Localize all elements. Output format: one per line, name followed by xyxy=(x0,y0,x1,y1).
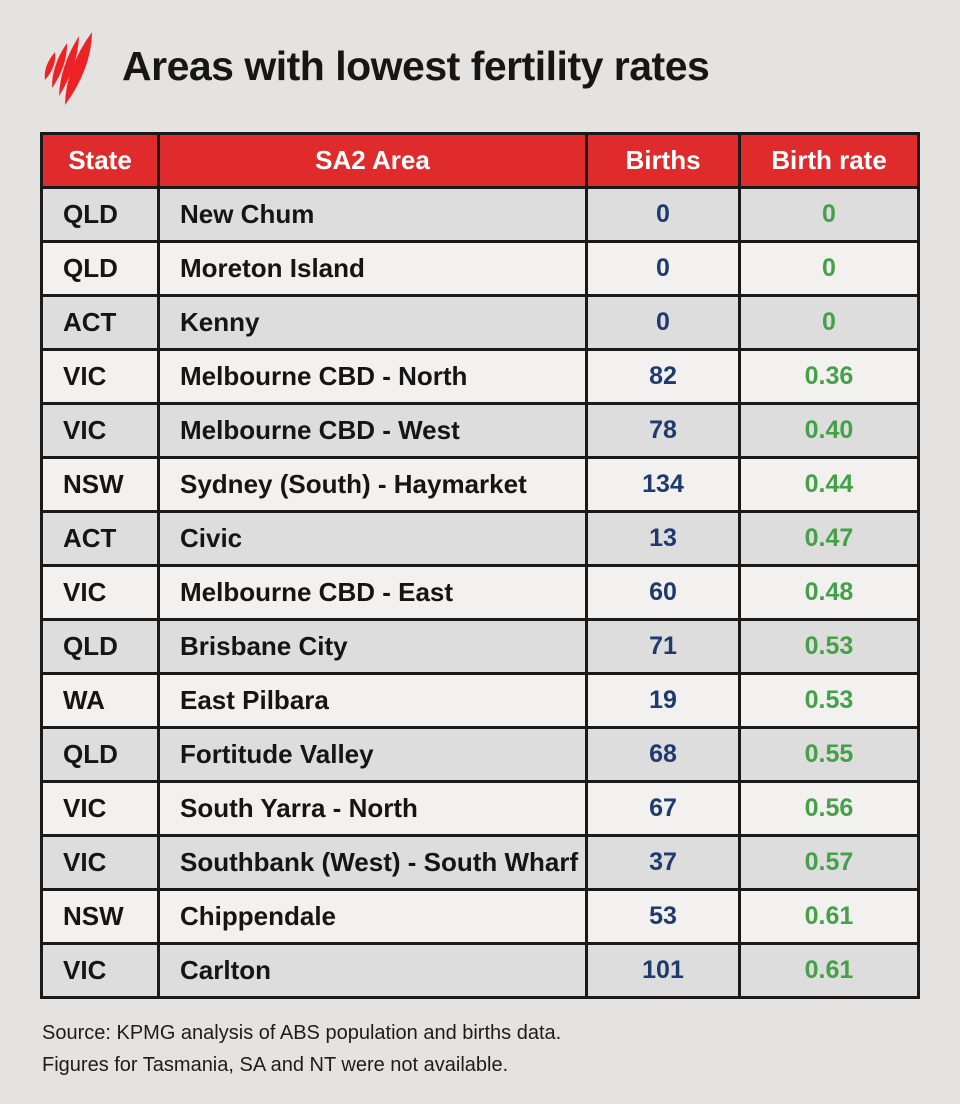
sbs-mercury-logo-icon xyxy=(44,32,92,105)
table-row: ACT Civic 13 0.47 xyxy=(40,510,920,567)
cell-area: Melbourne CBD - West xyxy=(157,402,588,459)
cell-births: 0 xyxy=(585,294,741,351)
table-row: QLD Brisbane City 71 0.53 xyxy=(40,618,920,675)
cell-rate: 0 xyxy=(738,186,920,243)
table-row: NSW Sydney (South) - Haymarket 134 0.44 xyxy=(40,456,920,513)
cell-rate: 0.61 xyxy=(738,888,920,945)
table-row: VIC Melbourne CBD - North 82 0.36 xyxy=(40,348,920,405)
table-row: VIC South Yarra - North 67 0.56 xyxy=(40,780,920,837)
cell-state: QLD xyxy=(40,726,160,783)
cell-births: 71 xyxy=(585,618,741,675)
cell-rate: 0.53 xyxy=(738,618,920,675)
cell-state: NSW xyxy=(40,456,160,513)
cell-rate: 0.47 xyxy=(738,510,920,567)
cell-state: VIC xyxy=(40,402,160,459)
column-header-births: Births xyxy=(585,132,741,189)
table-row: VIC Melbourne CBD - West 78 0.40 xyxy=(40,402,920,459)
table-row: VIC Southbank (West) - South Wharf 37 0.57 xyxy=(40,834,920,891)
cell-state: ACT xyxy=(40,510,160,567)
source-note: Source: KPMG analysis of ABS population … xyxy=(42,1022,562,1044)
cell-area: Moreton Island xyxy=(157,240,588,297)
page-title: Areas with lowest fertility rates xyxy=(122,42,710,89)
table-row: NSW Chippendale 53 0.61 xyxy=(40,888,920,945)
cell-rate: 0.48 xyxy=(738,564,920,621)
cell-area: New Chum xyxy=(157,186,588,243)
cell-area: Kenny xyxy=(157,294,588,351)
infographic: Areas with lowest fertility rates State S… xyxy=(0,0,960,1081)
cell-area: Fortitude Valley xyxy=(157,726,588,783)
table-row: WA East Pilbara 19 0.53 xyxy=(40,672,920,729)
cell-births: 0 xyxy=(585,186,741,243)
cell-rate: 0.61 xyxy=(738,942,920,999)
cell-area: East Pilbara xyxy=(157,672,588,729)
cell-state: VIC xyxy=(40,348,160,405)
cell-births: 13 xyxy=(585,510,741,567)
cell-births: 67 xyxy=(585,780,741,837)
footer: Source: KPMG analysis of ABS population … xyxy=(42,1017,960,1081)
column-header-sa2-area: SA2 Area xyxy=(157,132,588,189)
cell-area: Chippendale xyxy=(157,888,588,945)
cell-rate: 0.36 xyxy=(738,348,920,405)
table-row: ACT Kenny 0 0 xyxy=(40,294,920,351)
cell-state: NSW xyxy=(40,888,160,945)
cell-area: Brisbane City xyxy=(157,618,588,675)
cell-area: Melbourne CBD - North xyxy=(157,348,588,405)
table-row: QLD Fortitude Valley 68 0.55 xyxy=(40,726,920,783)
cell-births: 82 xyxy=(585,348,741,405)
cell-area: Carlton xyxy=(157,942,588,999)
cell-area: Civic xyxy=(157,510,588,567)
cell-births: 60 xyxy=(585,564,741,621)
cell-births: 134 xyxy=(585,456,741,513)
header: Areas with lowest fertility rates xyxy=(0,0,960,132)
cell-state: VIC xyxy=(40,942,160,999)
table-row: VIC Melbourne CBD - East 60 0.48 xyxy=(40,564,920,621)
cell-births: 19 xyxy=(585,672,741,729)
cell-state: QLD xyxy=(40,186,160,243)
column-header-state: State xyxy=(40,132,160,189)
cell-state: QLD xyxy=(40,240,160,297)
table-row: VIC Carlton 101 0.61 xyxy=(40,942,920,999)
cell-births: 68 xyxy=(585,726,741,783)
cell-births: 101 xyxy=(585,942,741,999)
cell-area: Southbank (West) - South Wharf xyxy=(157,834,588,891)
table-row: QLD Moreton Island 0 0 xyxy=(40,240,920,297)
cell-state: WA xyxy=(40,672,160,729)
cell-state: VIC xyxy=(40,564,160,621)
cell-rate: 0.56 xyxy=(738,780,920,837)
cell-rate: 0 xyxy=(738,240,920,297)
cell-area: Melbourne CBD - East xyxy=(157,564,588,621)
fertility-table: State SA2 Area Births Birth rate QLD New Chu… xyxy=(40,132,920,999)
cell-rate: 0.44 xyxy=(738,456,920,513)
cell-births: 0 xyxy=(585,240,741,297)
cell-rate: 0.40 xyxy=(738,402,920,459)
cell-state: VIC xyxy=(40,834,160,891)
availability-note: Figures for Tasmania, SA and NT were not… xyxy=(42,1054,509,1076)
cell-state: ACT xyxy=(40,294,160,351)
cell-rate: 0.57 xyxy=(738,834,920,891)
cell-births: 37 xyxy=(585,834,741,891)
cell-rate: 0.55 xyxy=(738,726,920,783)
table-row: QLD New Chum 0 0 xyxy=(40,186,920,243)
cell-area: South Yarra - North xyxy=(157,780,588,837)
cell-state: VIC xyxy=(40,780,160,837)
cell-rate: 0 xyxy=(738,294,920,351)
column-header-birth-rate: Birth rate xyxy=(738,132,920,189)
cell-rate: 0.53 xyxy=(738,672,920,729)
table-body: QLD New Chum 0 0 QLD Moreton Island 0 0 ACT Kenny… xyxy=(40,186,920,999)
table-header-row: State SA2 Area Births Birth rate xyxy=(40,132,920,189)
cell-state: QLD xyxy=(40,618,160,675)
cell-births: 78 xyxy=(585,402,741,459)
cell-area: Sydney (South) - Haymarket xyxy=(157,456,588,513)
cell-births: 53 xyxy=(585,888,741,945)
